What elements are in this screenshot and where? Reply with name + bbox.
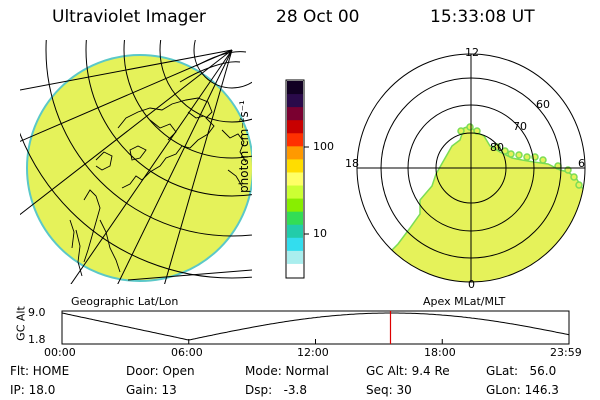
mlt-label-6: 6 <box>578 157 585 170</box>
geographic-panel <box>20 40 252 284</box>
color-bar <box>285 79 309 279</box>
lat-label-80: 80 <box>490 141 504 154</box>
orbit-altitude-curve <box>61 312 570 341</box>
polar-grid <box>356 53 586 283</box>
color-bar-stripe <box>287 159 303 173</box>
time-label: 15:33:08 UT <box>430 7 535 27</box>
polar-auroral-image <box>383 125 585 282</box>
colorbar-tick-100: 100 <box>313 140 334 153</box>
timeline-xtick-2359: 23:59 <box>550 346 582 359</box>
timeline-axis-label: GC Alt <box>14 306 28 341</box>
mlt-label-18: 18 <box>345 157 359 170</box>
color-bar-stripe <box>287 146 303 160</box>
status-gain: Gain: 13 <box>126 383 177 397</box>
timeline-xtick-1200: 12:00 <box>297 346 329 359</box>
lat-label-60: 60 <box>536 98 550 111</box>
color-bar-stripe <box>287 263 303 278</box>
status-dsp: Dsp: -3.8 <box>245 383 308 397</box>
timeline-xtick-0000: 00:00 <box>44 346 76 359</box>
color-bar-stripe <box>287 185 303 200</box>
polar-caption: Apex MLat/MLT <box>423 295 506 308</box>
color-bar-stripe <box>287 94 303 108</box>
earth-image-disk <box>26 54 252 282</box>
orbit-timeline <box>61 310 570 345</box>
color-bar-stripe <box>287 211 303 226</box>
geographic-caption: Geographic Lat/Lon <box>71 295 179 308</box>
lat-label-70: 70 <box>513 120 527 133</box>
status-seq: Seq: 30 <box>366 383 412 397</box>
coastlines <box>69 97 247 277</box>
x-axis-tick-marks <box>61 339 570 344</box>
timeline-xtick-0600: 06:00 <box>171 346 203 359</box>
status-mode: Mode: Normal <box>245 364 329 378</box>
color-bar-stripe <box>287 198 303 213</box>
mlt-label-12: 12 <box>465 46 479 59</box>
polar-glow-blobs <box>457 123 583 189</box>
timeline-ytick-bottom: 1.8 <box>28 333 46 346</box>
lat-lon-grid <box>20 40 252 284</box>
status-glon: GLon: 146.3 <box>486 383 559 397</box>
color-bar-stripe <box>287 237 303 252</box>
color-bar-stripe <box>287 250 303 265</box>
status-gc-alt: GC Alt: 9.4 Re <box>366 364 450 378</box>
status-flt: Flt: HOME <box>10 364 70 378</box>
mlt-label-0: 0 <box>468 278 475 291</box>
timeline-xtick-1800: 18:00 <box>424 346 456 359</box>
color-bar-stripe <box>287 224 303 239</box>
outer-grid-arcs <box>179 51 247 83</box>
status-ip: IP: 18.0 <box>10 383 56 397</box>
instrument-title: Ultraviolet Imager <box>52 7 206 27</box>
left-panel-base-line <box>127 269 253 281</box>
color-bar-stripe <box>287 120 303 134</box>
color-bar-stripe <box>287 133 303 147</box>
status-glat: GLat: 56.0 <box>486 364 557 378</box>
color-bar-stripes <box>287 81 303 278</box>
timeline-ytick-top: 9.0 <box>28 306 46 319</box>
status-door: Door: Open <box>126 364 195 378</box>
colorbar-unit-label: photon cm⁻²s⁻¹ <box>237 100 251 193</box>
date-label: 28 Oct 00 <box>276 7 360 27</box>
colorbar-tick-10: 10 <box>313 227 327 240</box>
color-bar-stripe <box>287 107 303 121</box>
polar-panel <box>356 53 586 283</box>
color-bar-stripe <box>287 172 303 187</box>
color-bar-stripe <box>287 81 303 95</box>
